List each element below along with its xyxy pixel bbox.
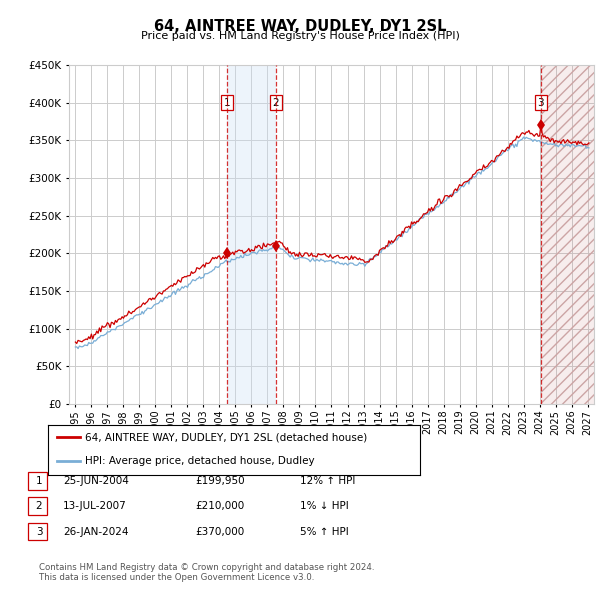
Text: £210,000: £210,000 [195, 502, 244, 511]
Bar [541, 65, 594, 404]
Text: 5% ↑ HPI: 5% ↑ HPI [300, 527, 349, 536]
Text: 2: 2 [35, 502, 43, 511]
Text: This data is licensed under the Open Government Licence v3.0.: This data is licensed under the Open Gov… [39, 573, 314, 582]
Text: 1% ↓ HPI: 1% ↓ HPI [300, 502, 349, 511]
Bar [541, 65, 594, 404]
Text: 1: 1 [35, 476, 43, 486]
Text: 64, AINTREE WAY, DUDLEY, DY1 2SL (detached house): 64, AINTREE WAY, DUDLEY, DY1 2SL (detach… [85, 432, 367, 442]
Text: £199,950: £199,950 [195, 476, 245, 486]
Text: 13-JUL-2007: 13-JUL-2007 [63, 502, 127, 511]
Text: HPI: Average price, detached house, Dudley: HPI: Average price, detached house, Dudl… [85, 456, 315, 466]
Text: 64, AINTREE WAY, DUDLEY, DY1 2SL: 64, AINTREE WAY, DUDLEY, DY1 2SL [154, 19, 446, 34]
Text: 2: 2 [272, 97, 279, 107]
Text: 3: 3 [538, 97, 544, 107]
Text: 1: 1 [224, 97, 230, 107]
Text: Contains HM Land Registry data © Crown copyright and database right 2024.: Contains HM Land Registry data © Crown c… [39, 563, 374, 572]
Text: 25-JUN-2004: 25-JUN-2004 [63, 476, 129, 486]
Text: Price paid vs. HM Land Registry's House Price Index (HPI): Price paid vs. HM Land Registry's House … [140, 31, 460, 41]
Text: 12% ↑ HPI: 12% ↑ HPI [300, 476, 355, 486]
Bar [227, 65, 276, 404]
Text: 3: 3 [35, 527, 43, 536]
Text: 26-JAN-2024: 26-JAN-2024 [63, 527, 128, 536]
Text: £370,000: £370,000 [195, 527, 244, 536]
